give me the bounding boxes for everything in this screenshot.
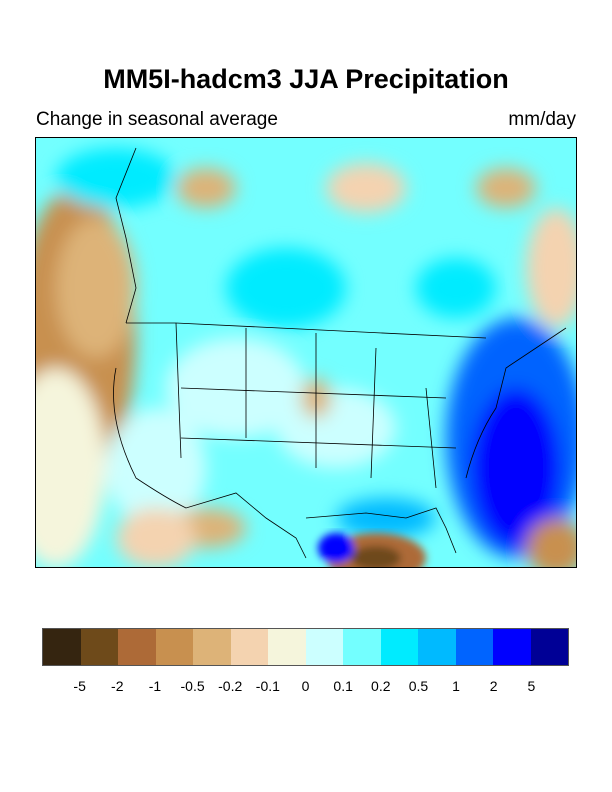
- colorbar-tick-label: 0.5: [408, 678, 429, 694]
- colorbar-tick-label: -2: [111, 678, 124, 694]
- colorbar-tick-label: 0.2: [371, 678, 391, 694]
- colorbar-tick-label: 0: [301, 678, 310, 694]
- units-label: mm/day: [508, 109, 576, 130]
- colorbar-tick-label: -0.2: [218, 678, 243, 694]
- colorbar-labels: -5 -2 -1 -0.5 -0.2 -0.1 0 0.1 0.2 0.5 1 2 5: [42, 678, 569, 698]
- colorbar-swatch: [343, 629, 381, 665]
- colorbar-tick-label: 2: [489, 678, 498, 694]
- colorbar-swatch: [230, 629, 268, 665]
- colorbar-swatch: [493, 629, 531, 665]
- colorbar-swatch: [80, 629, 118, 665]
- colorbar-tick-label: 1: [452, 678, 460, 694]
- colorbar-tick-label: 0.1: [333, 678, 353, 694]
- colorbar-swatch: [193, 629, 231, 665]
- colorbar-swatch: [43, 629, 81, 665]
- colorbar-swatch: [305, 629, 343, 665]
- colorbar-swatch: [155, 629, 193, 665]
- colorbar-tick-label: -5: [73, 678, 86, 694]
- colorbar-swatch: [530, 629, 568, 665]
- colorbar-swatch: [118, 629, 156, 665]
- colorbar-tick-label: -0.5: [180, 678, 205, 694]
- political-boundaries: [113, 147, 567, 559]
- colorbar: [42, 628, 569, 666]
- colorbar-swatch: [455, 629, 493, 665]
- colorbar-swatch: [268, 629, 306, 665]
- colorbar-swatch: [380, 629, 418, 665]
- precip-field: [36, 148, 576, 567]
- colorbar-tick-label: -0.1: [255, 678, 280, 694]
- figure-subtitle: Change in seasonal average: [36, 109, 278, 130]
- precipitation-change-map: [35, 137, 577, 568]
- figure-title: MM5I-hadcm3 JJA Precipitation: [103, 64, 509, 94]
- colorbar-tick-label: 5: [527, 678, 536, 694]
- colorbar-swatch: [418, 629, 456, 665]
- map-canvas: [36, 138, 576, 567]
- colorbar-tick-label: -1: [148, 678, 162, 694]
